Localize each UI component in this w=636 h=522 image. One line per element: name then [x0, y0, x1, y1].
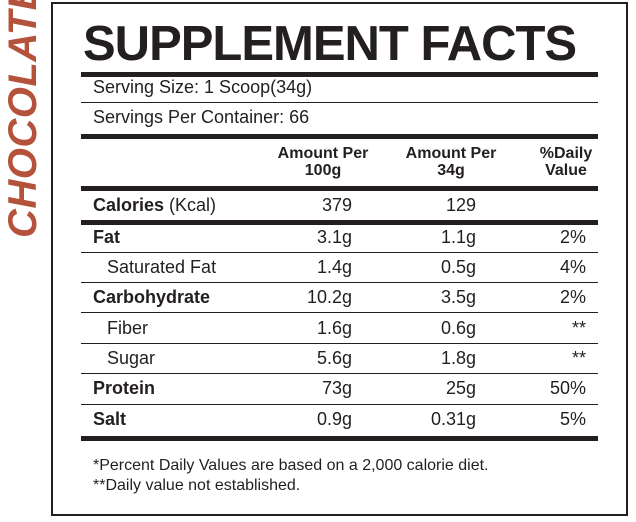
nutrient-row-protein: Protein 73g 25g 50% [81, 373, 598, 403]
nutrient-label: Carbohydrate [93, 287, 211, 307]
daily-value: ** [571, 318, 586, 338]
column-header-per-serving: Amount Per 34g [405, 145, 497, 179]
nutrient-label: Protein [93, 378, 156, 398]
row-divider [81, 252, 598, 253]
serving-divider [81, 102, 598, 103]
supplement-facts-panel: SUPPLEMENT FACTS Serving Size: 1 Scoop(3… [51, 2, 628, 516]
panel-title: SUPPLEMENT FACTS [83, 17, 577, 71]
nutrient-row-salt: Salt 0.9g 0.31g 5% [81, 404, 598, 434]
amount-per-serving: 129 [445, 195, 476, 215]
flavor-label: CHOCOLATE [1, 0, 45, 238]
amount-per-100g: 10.2g [306, 287, 352, 307]
amount-per-100g: 1.4g [316, 257, 352, 277]
nutrient-row-sugar: Sugar 5.6g 1.8g ** [81, 343, 598, 373]
nutrient-label: Saturated Fat [107, 257, 217, 277]
row-divider [81, 282, 598, 283]
daily-value: 2% [559, 287, 586, 307]
title-divider [81, 72, 598, 77]
daily-value: 5% [559, 409, 586, 429]
amount-per-serving: 25g [445, 378, 476, 398]
daily-value: 2% [559, 227, 586, 247]
daily-value: ** [571, 348, 586, 368]
daily-value: 50% [549, 378, 586, 398]
nutrient-label: Calories (Kcal) [93, 195, 217, 215]
column-header-daily-value: %Daily Value [539, 145, 593, 179]
amount-per-100g: 5.6g [316, 348, 352, 368]
daily-value: 4% [559, 257, 586, 277]
amount-per-serving: 1.1g [440, 227, 476, 247]
amount-per-100g: 3.1g [316, 227, 352, 247]
row-divider [81, 220, 598, 225]
footnote-divider [81, 436, 598, 441]
footnote-daily-values: *Percent Daily Values are based on a 2,0… [93, 457, 489, 474]
nutrient-row-calories: Calories (Kcal) 379 129 [81, 190, 598, 220]
header-top-divider [81, 134, 598, 139]
nutrient-row-carbohydrate: Carbohydrate 10.2g 3.5g 2% [81, 282, 598, 312]
header-bottom-divider [81, 186, 598, 191]
amount-per-serving: 3.5g [440, 287, 476, 307]
column-header-per-100g: Amount Per 100g [277, 145, 369, 179]
row-divider [81, 373, 598, 374]
row-divider [81, 343, 598, 344]
amount-per-100g: 1.6g [316, 318, 352, 338]
servings-per-container: Servings Per Container: 66 [93, 107, 310, 127]
amount-per-100g: 379 [321, 195, 352, 215]
amount-per-serving: 0.31g [430, 409, 476, 429]
footnote-not-established: **Daily value not established. [93, 477, 301, 494]
nutrient-label: Salt [93, 409, 127, 429]
serving-size: Serving Size: 1 Scoop(34g) [93, 77, 313, 97]
nutrient-row-fat: Fat 3.1g 1.1g 2% [81, 222, 598, 252]
nutrient-row-saturated-fat: Saturated Fat 1.4g 0.5g 4% [81, 252, 598, 282]
row-divider [81, 312, 598, 313]
amount-per-serving: 0.6g [440, 318, 476, 338]
amount-per-100g: 73g [321, 378, 352, 398]
nutrient-label: Fat [93, 227, 120, 247]
amount-per-serving: 1.8g [440, 348, 476, 368]
row-divider [81, 404, 598, 405]
nutrient-label: Sugar [107, 348, 156, 368]
nutrient-label: Fiber [107, 318, 149, 338]
amount-per-serving: 0.5g [440, 257, 476, 277]
amount-per-100g: 0.9g [316, 409, 352, 429]
nutrient-row-fiber: Fiber 1.6g 0.6g ** [81, 313, 598, 343]
